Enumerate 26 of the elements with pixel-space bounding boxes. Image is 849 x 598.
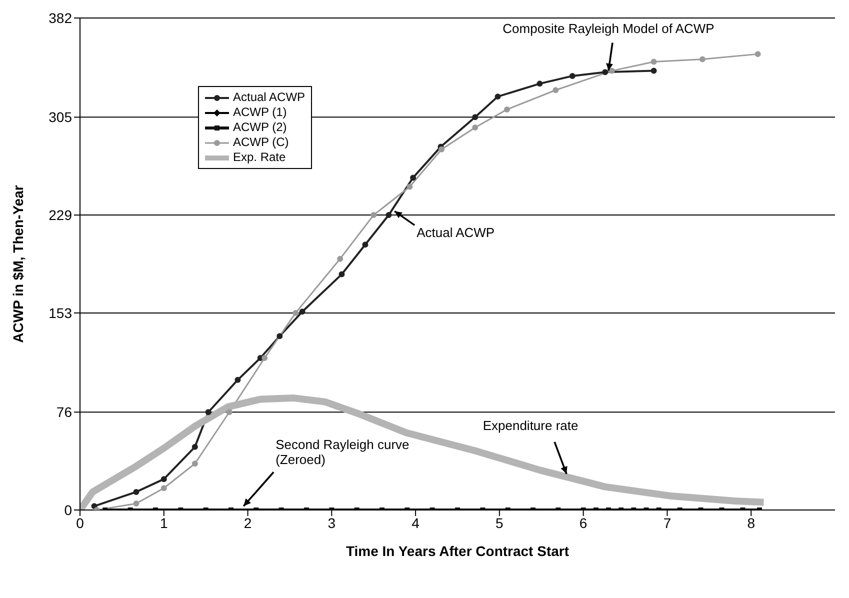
legend-label: ACWP (2) [233,120,287,135]
y-tick-label: 229 [48,207,72,224]
x-tick-label: 4 [412,514,420,531]
annotation: Expenditure rate [482,418,578,433]
x-tick-label: 5 [496,514,504,531]
legend-label: ACWP (C) [233,135,289,150]
legend-label: ACWP (1) [233,105,287,120]
x-tick-label: 8 [747,514,756,531]
legend-label: Actual ACWP [233,90,306,105]
y-axis-title: ACWP in $M, Then-Year [10,184,26,343]
x-tick-label: 7 [663,514,672,531]
annotation: Second Rayleigh curve (Zeroed) [276,437,410,468]
x-tick-label: 3 [328,514,336,531]
y-tick-label: 382 [48,10,72,26]
legend-label: Exp. Rate [233,150,286,165]
y-tick-label: 0 [64,502,72,518]
x-tick-label: 1 [160,514,168,531]
x-tick-label: 0 [76,514,84,531]
y-tick-label: 305 [48,109,72,126]
y-tick-label: 76 [56,404,72,420]
x-tick-label: 2 [244,514,252,531]
annotation: Composite Rayleigh Model of ACWP [502,20,714,36]
x-axis-title: Time In Years After Contract Start [346,543,570,559]
y-tick-label: 153 [48,304,72,321]
x-tick-label: 6 [579,514,588,531]
annotation: Actual ACWP [416,225,495,240]
